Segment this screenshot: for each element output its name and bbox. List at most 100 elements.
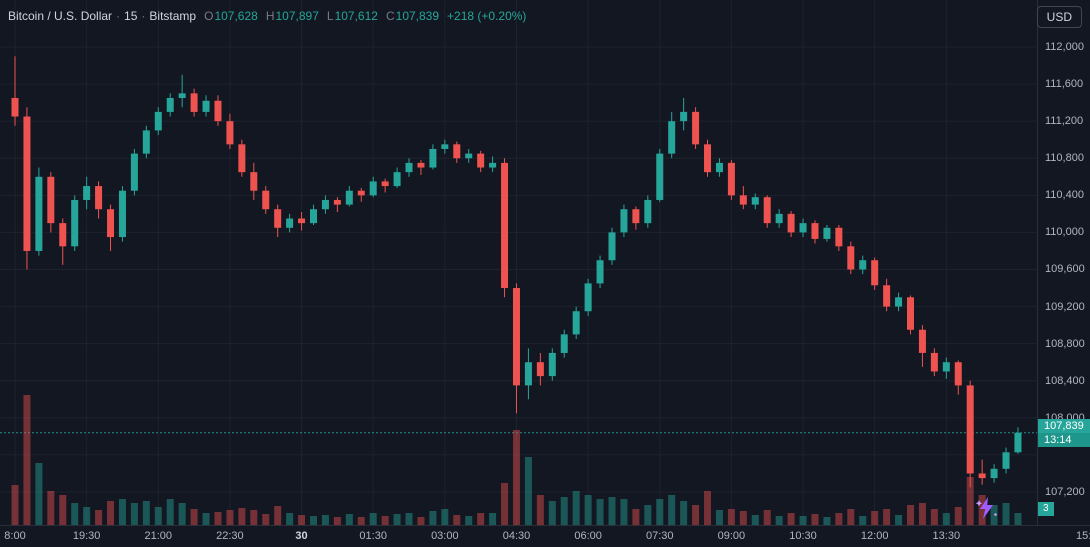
candle[interactable] (739, 186, 747, 210)
candle[interactable] (489, 156, 497, 173)
candle[interactable] (763, 195, 771, 228)
candle[interactable] (954, 360, 962, 395)
candle[interactable] (715, 158, 723, 177)
candle[interactable] (477, 150, 485, 173)
exchange-label[interactable]: Bitstamp (149, 9, 197, 23)
candle[interactable] (59, 218, 67, 265)
candle[interactable] (811, 220, 819, 244)
candle[interactable] (11, 56, 19, 126)
candle[interactable] (369, 176, 377, 198)
candle[interactable] (644, 195, 652, 228)
candle[interactable] (107, 204, 115, 251)
candle[interactable] (357, 187, 365, 202)
symbol-name[interactable]: Bitcoin / U.S. Dollar (8, 9, 113, 23)
candle[interactable] (405, 158, 413, 177)
candle[interactable] (501, 158, 509, 298)
candle[interactable] (680, 97, 688, 131)
candle[interactable] (727, 160, 735, 200)
candle[interactable] (47, 172, 55, 233)
candle[interactable] (835, 224, 843, 251)
price-axis[interactable]: 107,839 13:14 3 112,000 111,600 111,200 110… (1037, 0, 1090, 525)
candle[interactable] (978, 459, 986, 485)
candle[interactable] (333, 197, 341, 213)
candle[interactable] (692, 107, 700, 149)
candle[interactable] (95, 181, 103, 219)
candle[interactable] (465, 148, 473, 163)
candle[interactable] (214, 95, 222, 126)
candle[interactable] (286, 213, 294, 233)
interval-label[interactable]: 15 (124, 9, 138, 23)
candle[interactable] (190, 88, 198, 117)
candle[interactable] (883, 278, 891, 312)
candle[interactable] (512, 283, 520, 414)
candle[interactable] (381, 178, 389, 193)
candle[interactable] (393, 167, 401, 188)
candle[interactable] (345, 186, 353, 207)
candle[interactable] (907, 295, 914, 335)
candle[interactable] (429, 144, 437, 170)
candle[interactable] (417, 160, 425, 175)
time-axis[interactable]: 15: 8:00 19:30 21:00 22:30 30 01:30 03:00 04:30… (0, 525, 1090, 547)
candle[interactable] (154, 107, 162, 136)
candle[interactable] (441, 139, 449, 154)
candle[interactable] (262, 186, 270, 214)
candle[interactable] (596, 255, 604, 289)
candle[interactable] (35, 167, 43, 256)
candle[interactable] (548, 348, 556, 381)
candle[interactable] (118, 186, 126, 242)
lightning-sparkle-icon[interactable] (974, 495, 1000, 521)
candle[interactable] (274, 204, 282, 238)
candle[interactable] (453, 141, 461, 163)
candle[interactable] (524, 348, 532, 400)
candle[interactable] (166, 93, 174, 117)
candle[interactable] (178, 74, 186, 108)
candle[interactable] (71, 195, 79, 251)
candle[interactable] (847, 241, 855, 275)
candle[interactable] (823, 224, 831, 242)
candle[interactable] (704, 139, 712, 177)
candle[interactable] (23, 107, 31, 270)
candle[interactable] (668, 111, 676, 159)
candle[interactable] (202, 95, 210, 117)
candle[interactable] (321, 195, 329, 214)
candle[interactable] (83, 176, 91, 210)
candle-body (214, 100, 222, 122)
candle[interactable] (536, 352, 544, 386)
candle[interactable] (620, 204, 628, 238)
candle[interactable] (238, 139, 246, 177)
volume-bar (656, 499, 664, 525)
candle[interactable] (859, 255, 867, 275)
candle[interactable] (871, 257, 879, 290)
candle[interactable] (787, 211, 795, 238)
candle[interactable] (799, 218, 807, 238)
legend-separator: · (141, 9, 146, 23)
candle[interactable] (1014, 427, 1022, 454)
candle[interactable] (226, 113, 234, 149)
candle[interactable] (584, 278, 592, 316)
candle[interactable] (930, 348, 938, 377)
candle[interactable] (775, 209, 783, 228)
candle[interactable] (250, 162, 258, 200)
candle[interactable] (942, 357, 950, 379)
candle-body (596, 260, 604, 284)
candle[interactable] (608, 227, 616, 265)
candle-body (692, 111, 700, 145)
candle[interactable] (918, 325, 926, 367)
candle[interactable] (895, 292, 903, 312)
candle[interactable] (1002, 447, 1010, 474)
candle[interactable] (966, 380, 974, 488)
candle-body (333, 199, 341, 205)
candlestick-chart[interactable] (0, 0, 1037, 525)
candle[interactable] (142, 125, 150, 159)
candle[interactable] (656, 148, 664, 202)
candle[interactable] (572, 306, 580, 340)
candle[interactable] (130, 148, 138, 196)
currency-button[interactable]: USD (1036, 6, 1082, 28)
candle[interactable] (990, 464, 998, 483)
candle[interactable] (751, 193, 759, 210)
corner-clock[interactable]: 15: (1076, 530, 1090, 542)
candle[interactable] (298, 212, 306, 231)
candle[interactable] (560, 329, 568, 358)
candle[interactable] (632, 206, 640, 230)
candle[interactable] (310, 204, 317, 225)
